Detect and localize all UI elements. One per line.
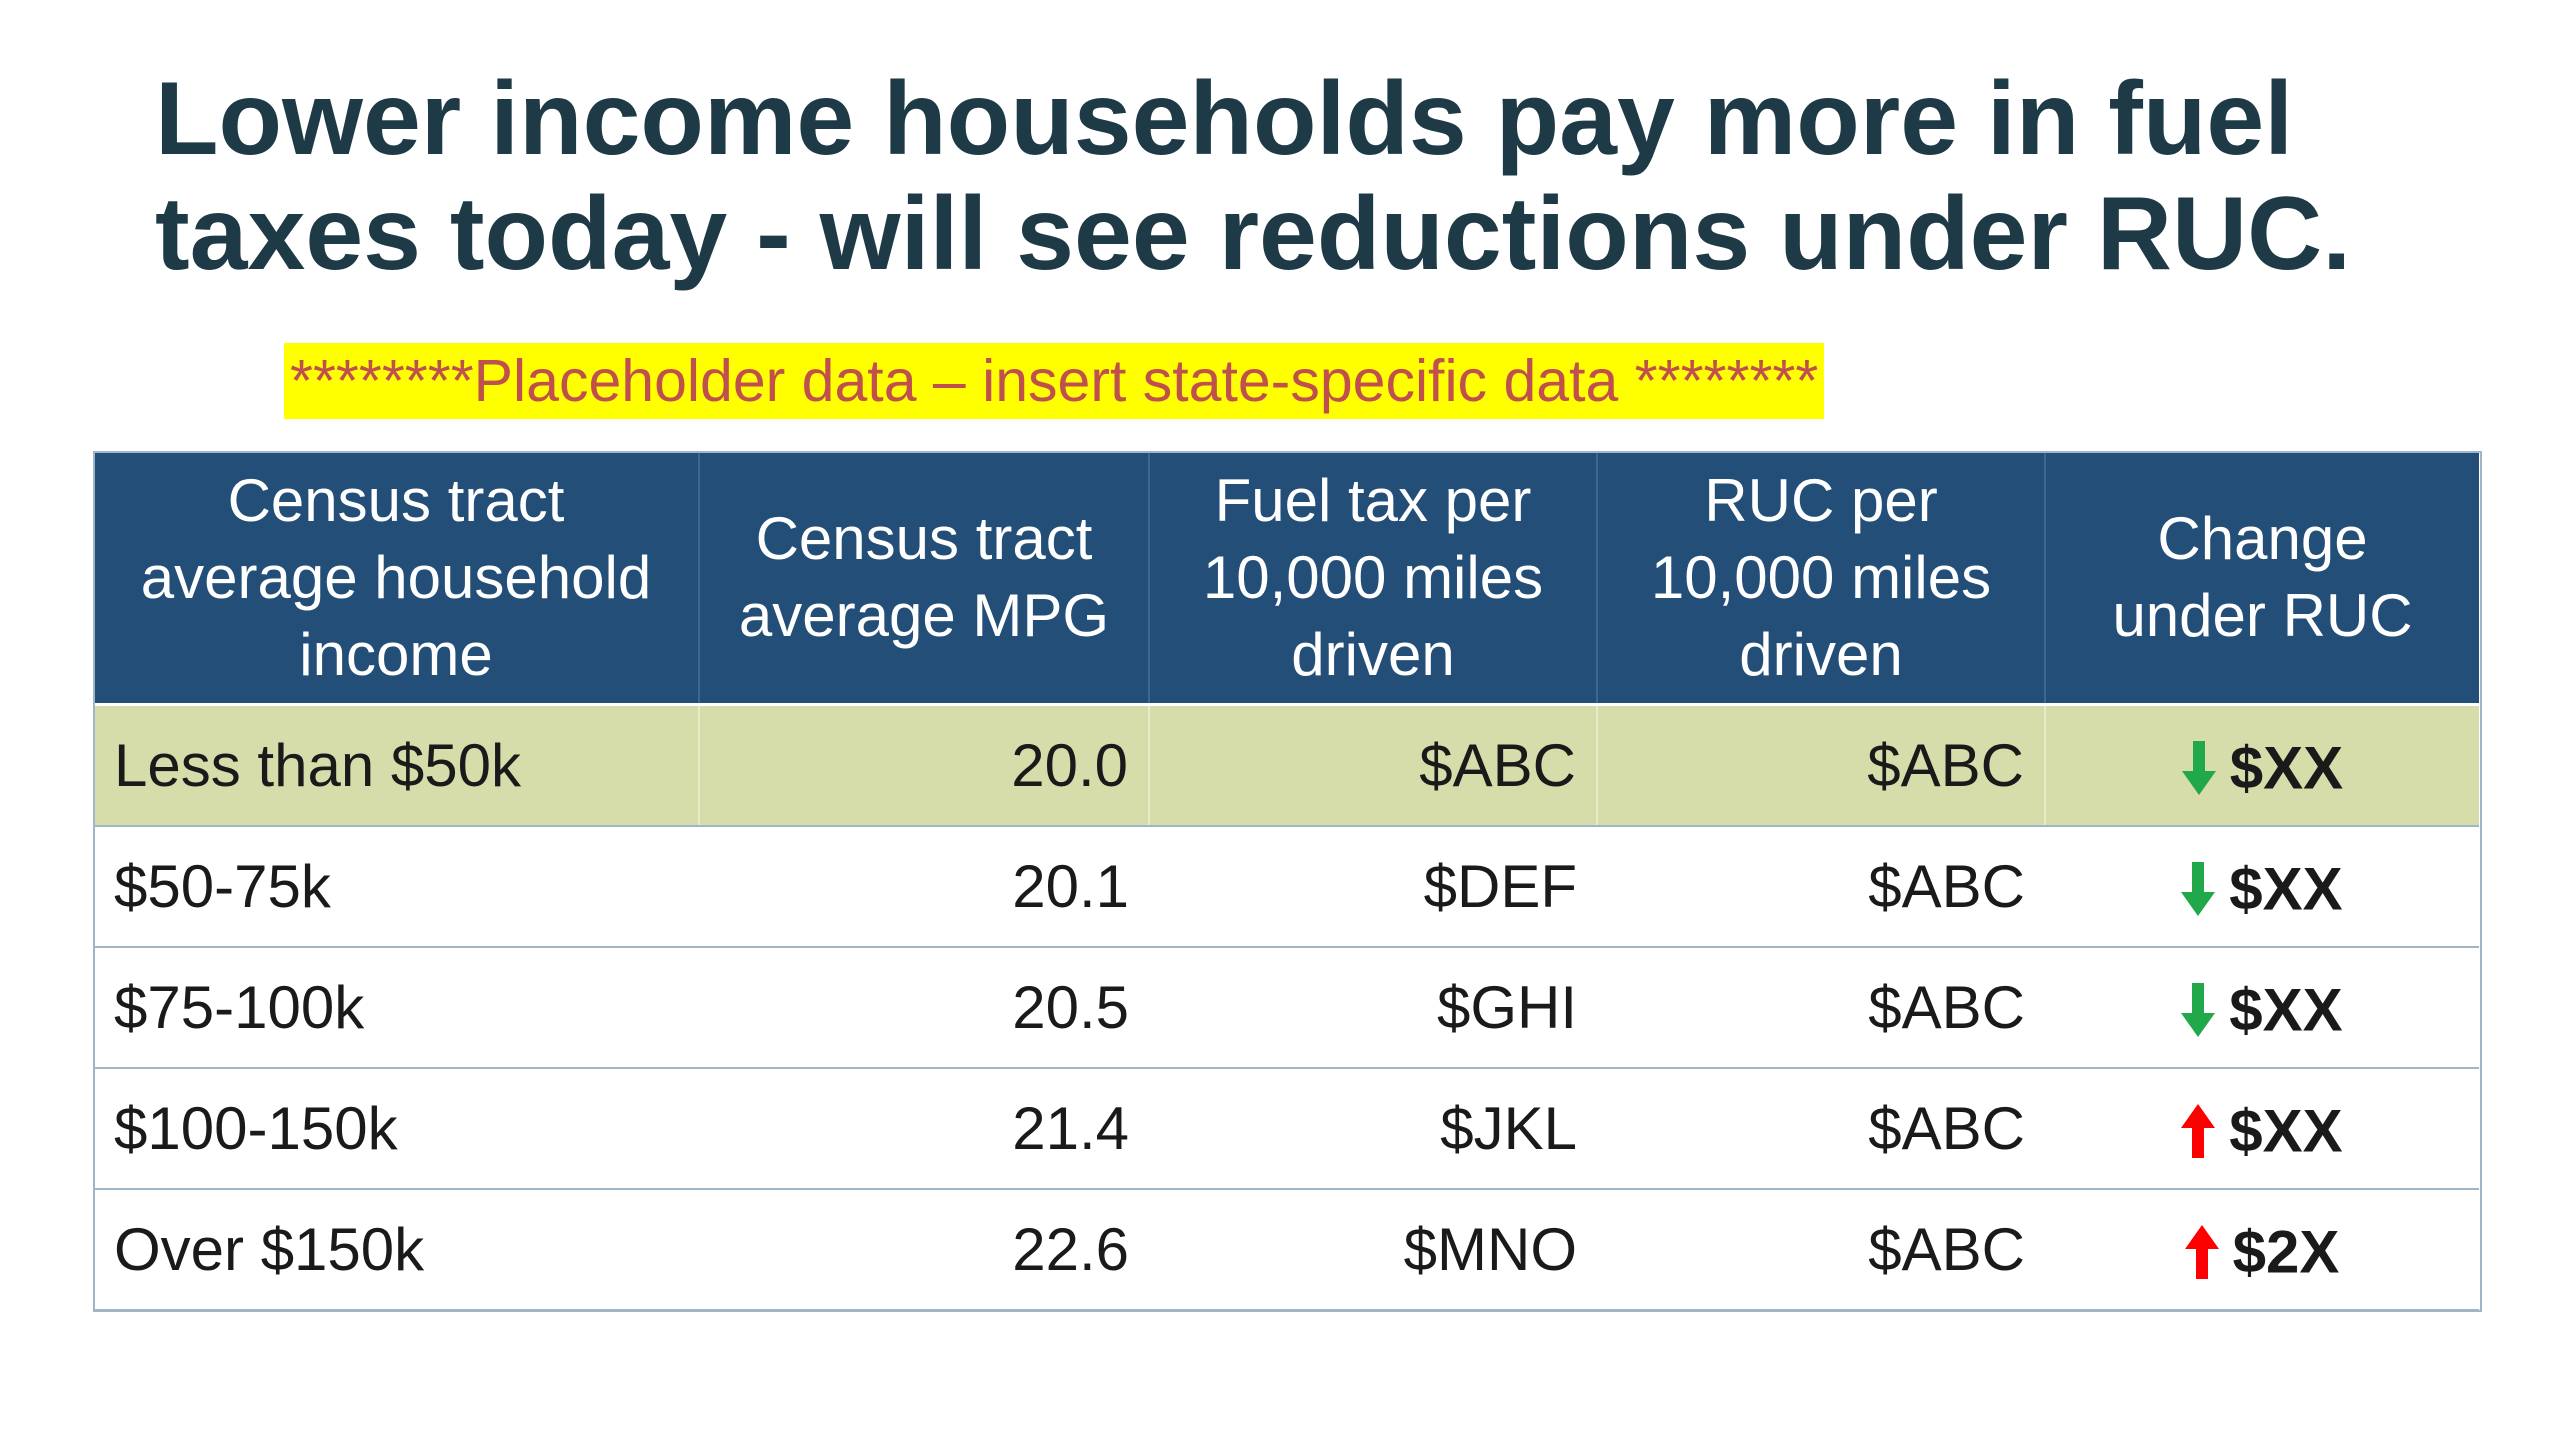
cell-mpg: 20.1: [699, 826, 1149, 948]
header-ruc: RUC per 10,000 miles driven: [1597, 451, 2046, 706]
header-change-under-ruc: Change under RUC: [2045, 451, 2479, 706]
table-row: $75-100k 20.5 $GHI $ABC $XX: [94, 947, 2479, 1069]
arrow-down-icon: [2181, 982, 2216, 1037]
header-average-mpg: Census tract average MPG: [699, 451, 1150, 706]
cell-fuel-tax: $ABC: [1149, 704, 1598, 827]
cell-ruc: $ABC: [1597, 947, 2045, 1069]
arrow-down-icon: [2181, 740, 2216, 795]
change-amount: $XX: [2229, 734, 2344, 802]
cell-ruc: $ABC: [1597, 704, 2046, 827]
cell-mpg: 21.4: [699, 1068, 1149, 1190]
cell-income: $75-100k: [94, 947, 699, 1069]
change-amount: $XX: [2229, 976, 2343, 1044]
change-amount: $XX: [2229, 1097, 2343, 1165]
cell-change: $XX: [2045, 826, 2479, 948]
slide-title-line-2: taxes today - will see reductions under …: [155, 176, 2352, 292]
ruc-comparison-table: Census tract average household income Ce…: [94, 451, 2479, 1311]
slide-title-line-1: Lower income households pay more in fuel: [155, 61, 2294, 177]
table-row: $100-150k 21.4 $JKL $ABC $XX: [94, 1068, 2479, 1190]
cell-change: $XX: [2045, 947, 2479, 1069]
header-change-line: Change: [2157, 505, 2368, 572]
cell-mpg: 20.5: [699, 947, 1149, 1069]
cell-ruc: $ABC: [1597, 1189, 2045, 1311]
change-amount: $2X: [2232, 1218, 2340, 1286]
cell-change: $2X: [2045, 1189, 2479, 1311]
header-fuel-tax-line: driven: [1291, 620, 1455, 688]
header-average-mpg-line: Census tract: [755, 505, 1093, 572]
header-average-mpg-line: average MPG: [738, 582, 1110, 649]
header-ruc-line: 10,000 miles: [1650, 543, 1992, 611]
table-row: Over $150k 22.6 $MNO $ABC $2X: [94, 1189, 2479, 1311]
cell-ruc: $ABC: [1597, 826, 2045, 948]
header-ruc-line: driven: [1739, 620, 1903, 688]
table-row: Less than $50k 20.0 $ABC $ABC $XX: [94, 704, 2479, 827]
header-fuel-tax-line: 10,000 miles: [1202, 543, 1544, 611]
cell-change: $XX: [2045, 704, 2479, 827]
change-amount: $XX: [2229, 855, 2343, 923]
arrow-up-icon: [2184, 1224, 2219, 1279]
cell-ruc: $ABC: [1597, 1068, 2045, 1190]
table-header-row: Census tract average household income Ce…: [94, 451, 2479, 706]
arrow-up-icon: [2181, 1103, 2216, 1158]
table-row: $50-75k 20.1 $DEF $ABC $XX: [94, 826, 2479, 948]
cell-income: $100-150k: [94, 1068, 699, 1190]
slide-title: Lower income households pay more in fuel…: [155, 62, 2455, 292]
cell-fuel-tax: $GHI: [1149, 947, 1597, 1069]
header-change-line: under RUC: [2112, 582, 2413, 649]
header-ruc-line: RUC per: [1704, 466, 1938, 534]
cell-income: $50-75k: [94, 826, 699, 948]
header-household-income-line: average household: [140, 543, 652, 611]
header-fuel-tax-line: Fuel tax per: [1214, 466, 1532, 534]
cell-income: Over $150k: [94, 1189, 699, 1311]
cell-change: $XX: [2045, 1068, 2479, 1190]
cell-mpg: 22.6: [699, 1189, 1149, 1311]
header-household-income-line: Census tract: [227, 466, 565, 534]
header-household-income-line: income: [299, 620, 493, 688]
cell-fuel-tax: $DEF: [1149, 826, 1597, 948]
placeholder-notice: ********Placeholder data – insert state-…: [284, 343, 1825, 419]
cell-fuel-tax: $MNO: [1149, 1189, 1597, 1311]
arrow-down-icon: [2181, 861, 2216, 916]
cell-mpg: 20.0: [699, 704, 1150, 827]
cell-income: Less than $50k: [94, 704, 700, 827]
cell-fuel-tax: $JKL: [1149, 1068, 1597, 1190]
header-household-income: Census tract average household income: [94, 451, 700, 706]
header-fuel-tax: Fuel tax per 10,000 miles driven: [1149, 451, 1598, 706]
